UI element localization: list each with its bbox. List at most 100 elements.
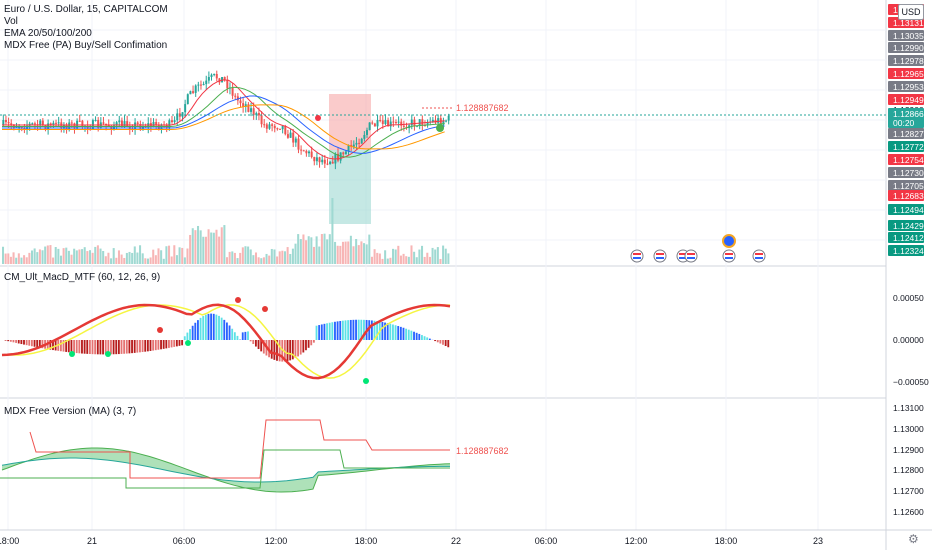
macd-histogram-bar [189, 329, 191, 340]
price-badge-label: 1.12730 [893, 168, 924, 178]
candle-body [189, 91, 192, 95]
macd-histogram-bar [434, 340, 437, 342]
candle-body [234, 95, 237, 97]
volume-bar [178, 247, 181, 264]
volume-bar [247, 246, 250, 264]
candle-body [329, 161, 332, 165]
us-flag-icon [630, 249, 644, 263]
candle-body [360, 138, 363, 144]
us-flag-icon [722, 249, 736, 263]
volume-bar [341, 241, 344, 264]
volume-bar [86, 251, 89, 264]
volume-bar [447, 253, 450, 264]
indicator-vol[interactable]: Vol [4, 16, 18, 27]
candle-body [416, 125, 419, 127]
candle-body [300, 149, 303, 151]
macd-histogram-bar [341, 320, 344, 340]
candle-body [250, 108, 253, 112]
ma-resistance-step [29, 419, 450, 479]
macd-histogram-bar [418, 333, 421, 340]
candle-body [394, 122, 397, 124]
volume-bar [368, 234, 371, 264]
economic-events[interactable] [630, 234, 766, 263]
candle-body [170, 120, 173, 123]
candle-body [68, 122, 71, 130]
indicator-ema[interactable]: EMA 20/50/100/200 [4, 28, 92, 39]
volume-bar [421, 245, 424, 264]
macd-histogram-bar [360, 319, 363, 340]
candle-body [102, 122, 105, 124]
volume-bar [144, 258, 147, 264]
volume-bar [360, 241, 363, 264]
macd-histogram-bar [88, 340, 91, 355]
macd-histogram-bar [133, 340, 136, 353]
volume-bar [270, 248, 273, 264]
volume-bar [233, 252, 236, 264]
indicator-mdx-pa[interactable]: MDX Free (PA) Buy/Sell Confimation [4, 40, 168, 51]
time-tick-label: 18:00 [355, 536, 378, 546]
volume-bar [257, 257, 260, 264]
volume-bar [123, 257, 126, 264]
candle-body [413, 119, 416, 126]
volume-bar [357, 245, 360, 264]
candle-body [421, 119, 424, 126]
flag-stripe [656, 253, 664, 255]
volume-bar [202, 236, 205, 264]
candle-body [297, 138, 300, 150]
macd-histogram-bar [173, 340, 176, 347]
main-price-pane[interactable]: 1.128887682 [0, 70, 886, 224]
candle-body [81, 120, 84, 127]
macd-pane[interactable] [1, 297, 451, 384]
macd-histogram-bar [33, 340, 36, 347]
time-axis[interactable]: 18:00 21 06:00 12:00 18:00 22 06:00 12:00 18:00 2… [0, 529, 932, 546]
symbol-title[interactable]: Euro / U.S. Dollar, 15, CAPITALCOM [4, 4, 168, 15]
candle-body [7, 122, 10, 124]
time-tick-label: 18:00 [715, 536, 738, 546]
macd-histogram-bar [326, 323, 328, 340]
macd-histogram-bar [170, 340, 173, 348]
volume-bar [15, 257, 18, 264]
macd-histogram-bar [370, 320, 373, 340]
candle-body [318, 157, 321, 163]
macd-histogram-bar [421, 335, 423, 340]
ma-cloud [2, 448, 450, 492]
volume-bar [363, 243, 366, 264]
price-axis[interactable]: 1.131731.131311.130351.129901.129781.129… [888, 4, 929, 517]
ma-pane[interactable]: 1.128887682 [0, 419, 509, 493]
candle-body [213, 73, 216, 75]
candle-body [126, 121, 129, 127]
volume-bar [381, 258, 384, 264]
volume-bar [110, 258, 113, 264]
volume-bar [286, 247, 289, 264]
macd-histogram-bar [381, 322, 384, 340]
volume-bar [389, 257, 392, 264]
candle-body [239, 100, 242, 104]
countdown-label: 00:20 [893, 118, 915, 128]
macd-histogram-bar [117, 340, 120, 355]
candle-body [292, 132, 295, 143]
ma-pane-title[interactable]: MDX Free Version (MA) (3, 7) [4, 406, 137, 417]
price-badge-label: 1.12683 [893, 191, 924, 201]
buy-signal-dot [436, 124, 444, 132]
price-badge [888, 167, 924, 178]
macd-histogram-bar [320, 324, 323, 340]
candle-body [184, 104, 187, 113]
macd-histogram-bar [81, 340, 83, 354]
gear-icon[interactable]: ⚙ [908, 532, 919, 546]
macd-histogram-bar [386, 323, 389, 340]
time-tick-label: 18:00 [0, 536, 19, 546]
currency-button[interactable]: USD [898, 4, 924, 20]
time-tick-label: 12:00 [625, 536, 648, 546]
volume-bar [83, 247, 86, 264]
macd-histogram-bar [226, 322, 228, 340]
volume-bar [12, 252, 15, 264]
macd-pane-title[interactable]: CM_Ult_MacD_MTF (60, 12, 26, 9) [4, 272, 161, 283]
volume-bar [131, 252, 134, 264]
macd-histogram-bar [233, 332, 236, 340]
candle-body [207, 77, 210, 81]
volume-bar [204, 236, 207, 264]
volume-bar [289, 253, 292, 264]
macd-histogram-bar [202, 316, 205, 340]
candle-body [55, 122, 58, 124]
